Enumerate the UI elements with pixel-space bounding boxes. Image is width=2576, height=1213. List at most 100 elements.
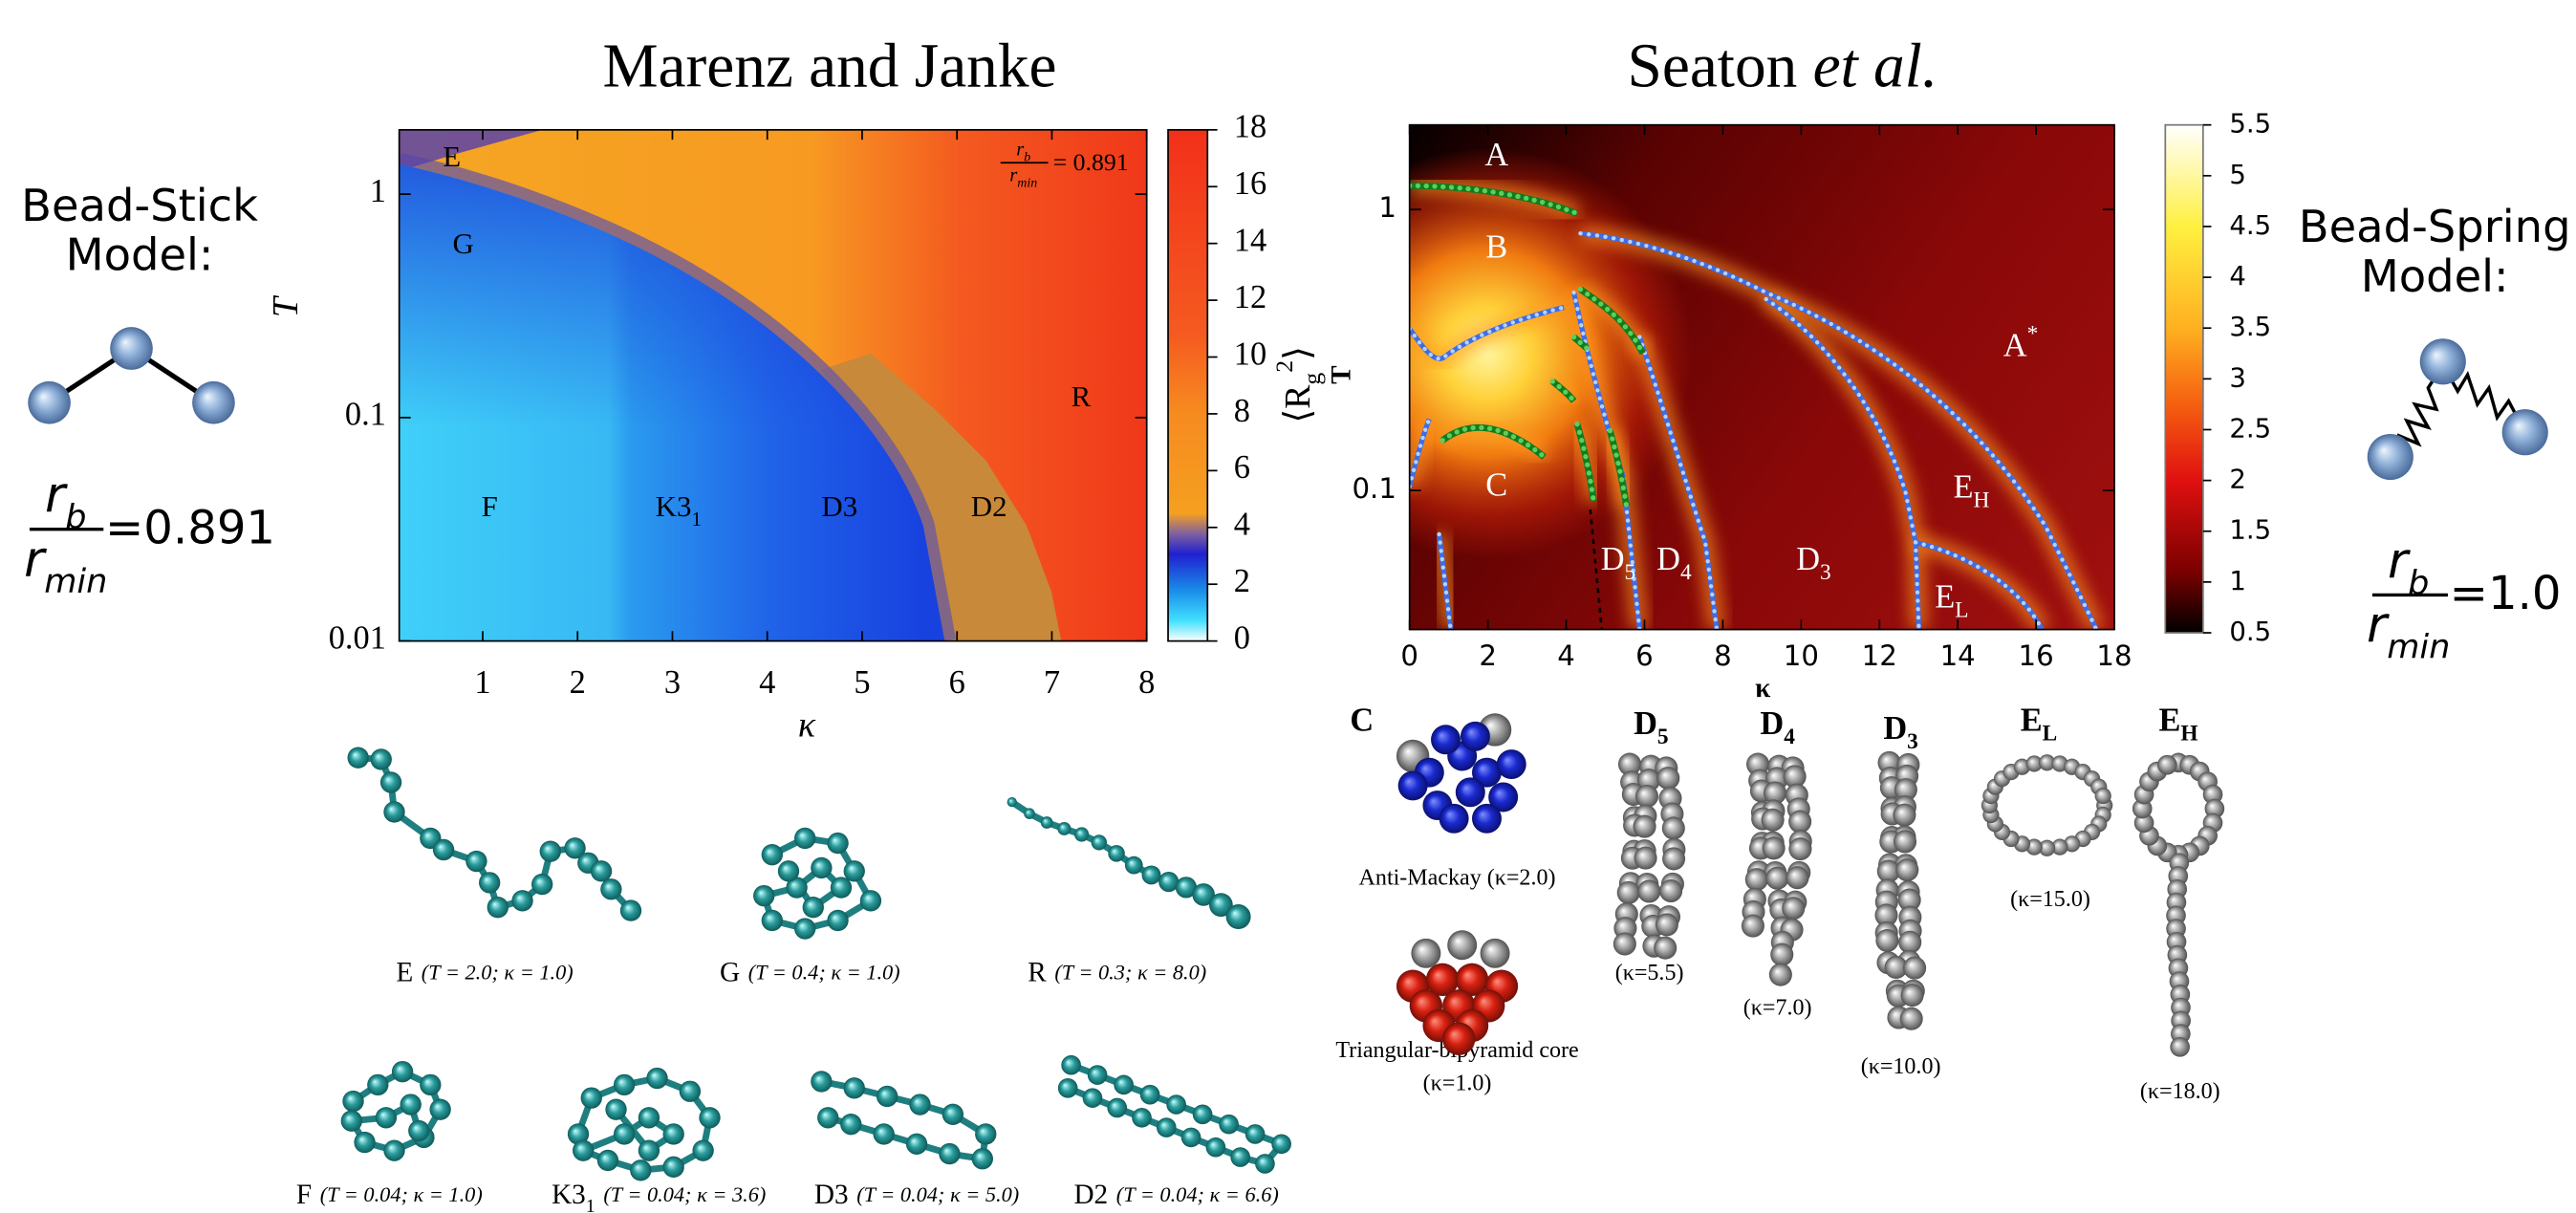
snapshot-conditions: (T = 0.4; κ = 1.0) <box>748 961 900 985</box>
bead <box>909 1094 930 1115</box>
snapshot-label-part: 5 <box>1657 725 1669 749</box>
bead <box>2420 338 2466 384</box>
region-label-part: H <box>1974 488 1990 513</box>
region-label-part: A <box>2003 327 2027 363</box>
bead <box>762 910 783 931</box>
bead <box>1088 1065 1108 1085</box>
sphere <box>1786 866 1808 889</box>
bead <box>597 1150 618 1171</box>
bead <box>465 851 487 872</box>
bead <box>1107 1098 1127 1118</box>
sphere <box>1788 811 1811 834</box>
bead <box>408 1120 429 1141</box>
bead <box>1219 1115 1239 1135</box>
bead <box>342 1091 363 1112</box>
snapshot-label-part: L <box>2043 722 2058 747</box>
snapshot-caption: (κ=10.0) <box>1861 1054 1941 1079</box>
model-title: Model: <box>66 228 214 280</box>
snapshot-conditions: (T = 0.04; κ = 1.0) <box>320 1182 483 1206</box>
x-tick-label: 6 <box>1635 639 1654 672</box>
bead <box>348 747 369 769</box>
sphere <box>2170 1037 2190 1057</box>
y-tick-label: 1 <box>370 173 386 209</box>
bead <box>1108 845 1125 862</box>
snapshot-caption: D3(T = 0.04; κ = 5.0) <box>814 1180 1019 1210</box>
snapshot-label-part: 3 <box>1907 730 1918 755</box>
bead <box>392 1061 413 1082</box>
bead <box>1114 1075 1134 1095</box>
snapshot-label-part: 4 <box>1784 725 1795 749</box>
snapshot-label-part: D <box>1883 710 1907 747</box>
region-label: R <box>1072 379 1092 413</box>
bead <box>1166 1094 1186 1115</box>
region-label: C <box>1485 467 1507 504</box>
bead <box>380 771 401 792</box>
region-label-part: D <box>1656 541 1680 577</box>
bead <box>831 877 852 898</box>
snapshot-conditions: (T = 0.04; κ = 6.6) <box>1116 1182 1279 1206</box>
sphere <box>1481 939 1510 968</box>
colorbar-tick-label: 14 <box>1234 223 1266 259</box>
bead <box>972 1148 993 1169</box>
sphere <box>1762 809 1785 832</box>
snapshot-label: F <box>296 1180 312 1210</box>
region-label: G <box>453 227 474 260</box>
colorbar-tick-label: 5 <box>2229 160 2245 190</box>
ratio-denominator-part: min <box>44 561 107 600</box>
sphere <box>1659 879 1682 902</box>
colorbar-tick-label: 0 <box>1234 619 1250 656</box>
colorbar-label: ⟨Rg2⟩ <box>1271 346 1327 422</box>
snapshot-caption: F (T = 0.04; κ = 1.0) <box>296 1180 483 1210</box>
bead <box>1140 1085 1160 1105</box>
bead <box>753 885 774 906</box>
snapshot-caption: (κ=1.0) <box>1423 1071 1492 1095</box>
colorbar-tick-label: 5.5 <box>2229 109 2271 140</box>
bead <box>1125 856 1143 875</box>
bead <box>540 841 561 862</box>
panel-title: Seaton et al. <box>1628 32 1938 101</box>
y-tick-label: 0.01 <box>329 619 386 656</box>
bead <box>400 1094 422 1115</box>
snapshot-caption: D2(T = 0.04; κ = 6.6) <box>1073 1180 1278 1210</box>
ratio-value: =0.891 <box>105 501 275 554</box>
snapshot-caption: G(T = 0.4; κ = 1.0) <box>720 957 900 987</box>
sphere <box>2157 755 2177 775</box>
model-title: Model: <box>2361 250 2509 302</box>
bead <box>1230 1147 1250 1167</box>
region-label-part: 1 <box>691 508 702 531</box>
sphere <box>1617 881 1640 904</box>
region-label-part: A <box>1484 137 1508 173</box>
bead <box>874 1123 895 1144</box>
bead <box>1226 904 1251 929</box>
bead <box>605 1098 626 1119</box>
x-axis-label: κ <box>798 704 816 745</box>
heatmap-left <box>400 130 1147 641</box>
sphere <box>1654 937 1677 960</box>
x-tick-label: 18 <box>2096 639 2132 672</box>
snapshot-conditions: (T = 0.3; κ = 8.0) <box>1054 961 1206 985</box>
colorbar-tick-label: 1.5 <box>2229 515 2271 546</box>
sphere <box>1613 932 1636 955</box>
region-label-part: K3 <box>656 489 692 523</box>
sphere <box>1440 804 1469 834</box>
snapshot-conditions: (T = 0.04; κ = 3.6) <box>603 1182 766 1206</box>
region-label-part: E <box>1935 579 1955 616</box>
sphere <box>1662 847 1685 870</box>
sphere <box>1782 897 1805 920</box>
molecule <box>753 828 881 940</box>
bead <box>794 918 815 939</box>
ratio-numerator: rb <box>2388 532 2429 602</box>
bead <box>433 839 454 860</box>
bead <box>573 1139 594 1160</box>
bead <box>1061 1055 1081 1075</box>
colorbar-tick-label: 12 <box>1234 279 1266 315</box>
bead <box>827 910 848 931</box>
ratio-denominator: rmin <box>2367 597 2450 667</box>
sphere <box>1442 1023 1475 1055</box>
bead <box>692 1139 713 1160</box>
bead <box>600 878 621 899</box>
sphere <box>1656 913 1678 936</box>
x-tick-label: 8 <box>1138 664 1155 701</box>
snapshot-label-part: E <box>2159 702 2181 738</box>
sphere <box>1411 939 1440 968</box>
